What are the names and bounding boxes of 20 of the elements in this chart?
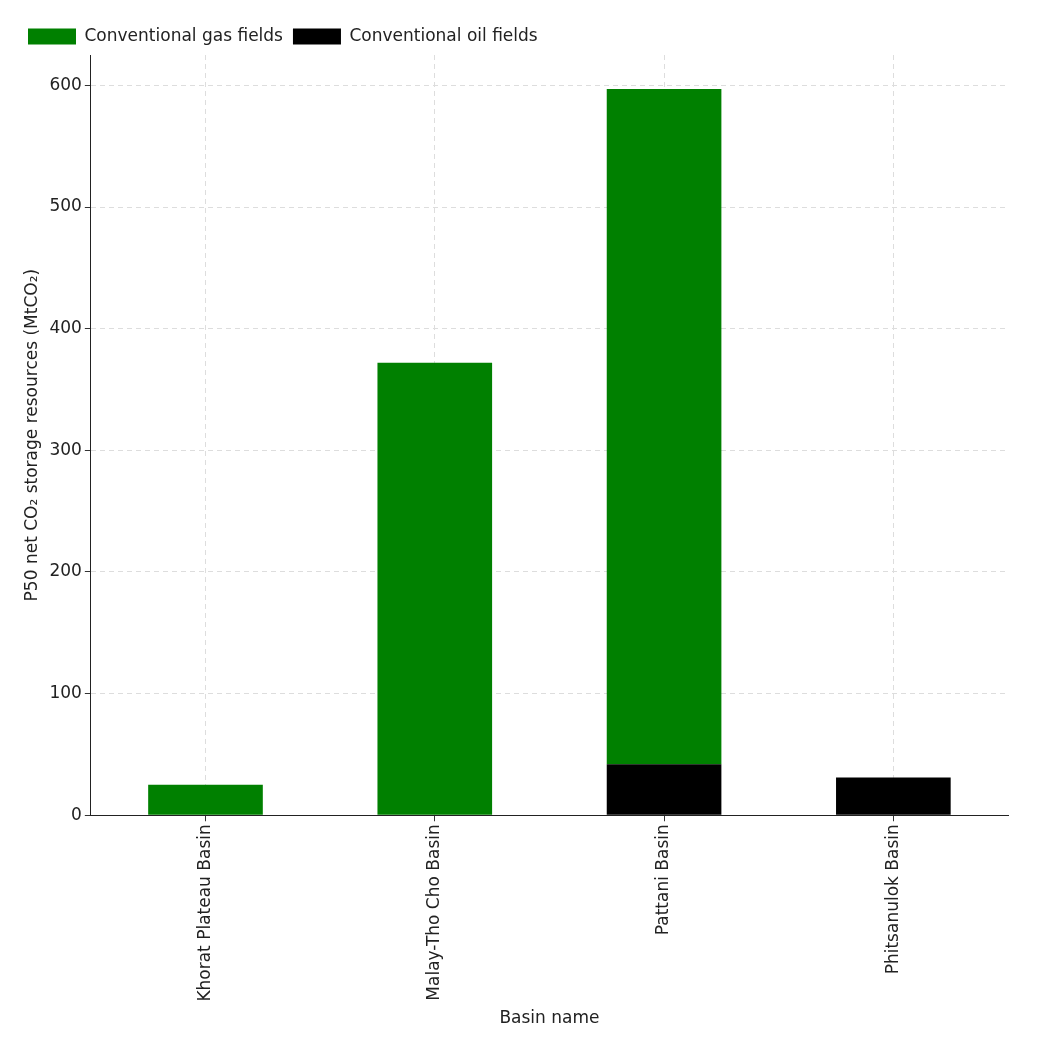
y-tick-label: 500 <box>49 195 82 216</box>
legend-label: Conventional gas fields <box>84 24 284 45</box>
legend-label: Conventional oil fields <box>349 24 538 45</box>
y-tick-label: 200 <box>49 560 82 581</box>
y-tick-label: 600 <box>49 73 82 94</box>
x-tick-label: Phitsanulok Basin <box>881 824 902 975</box>
x-tick-label: Malay-Tho Cho Basin <box>423 824 444 1001</box>
x-tick-label: Khorat Plateau Basin <box>193 824 214 1002</box>
bar <box>606 89 722 765</box>
y-axis-title: P50 net CO₂ storage resources (MtCO₂) <box>20 268 41 602</box>
y-tick-label: 100 <box>49 682 82 703</box>
bar <box>148 784 263 815</box>
x-tick-label: Pattani Basin <box>652 824 673 936</box>
y-tick-label: 400 <box>49 317 82 338</box>
bar <box>836 777 951 815</box>
y-tick-label: 300 <box>49 438 82 459</box>
y-tick-label: 0 <box>71 803 82 824</box>
bar <box>606 764 722 815</box>
bar <box>377 362 493 815</box>
x-axis-title: Basin name <box>499 1007 600 1028</box>
